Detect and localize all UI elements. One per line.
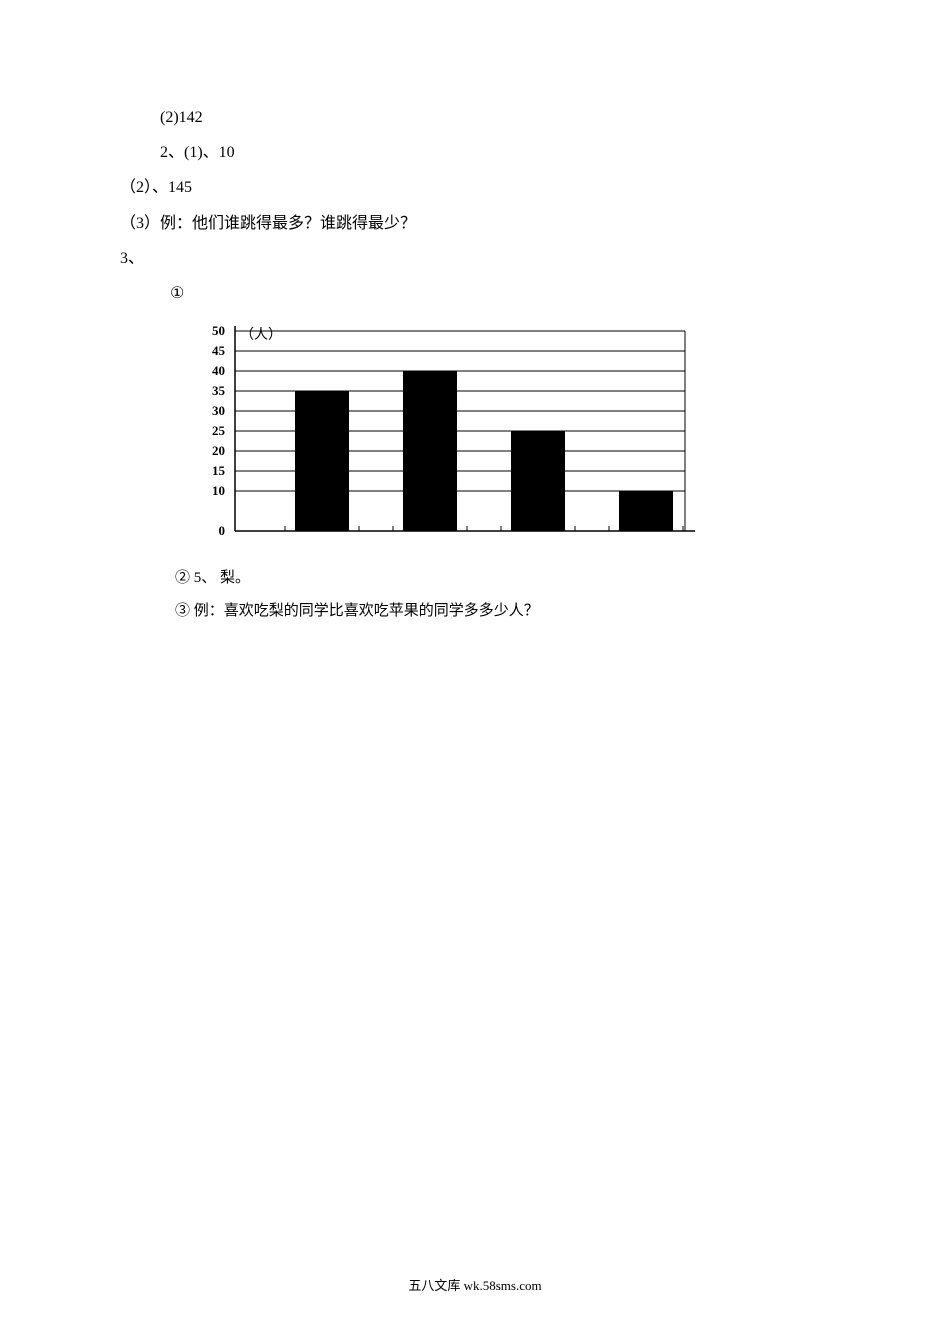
x-axis-label: 梨: [410, 513, 450, 533]
x-axis-label: 香蕉: [626, 513, 666, 533]
y-tick-label: 40: [195, 363, 225, 379]
y-tick-label: 10: [195, 483, 225, 499]
question-3: 3、: [120, 241, 830, 276]
y-tick-label: 25: [195, 423, 225, 439]
question-3-1: ①: [120, 276, 830, 311]
question-2-3: （3）例：他们谁跳得最多？谁跳得最少？: [120, 206, 830, 241]
chart-svg: [200, 321, 700, 561]
y-tick-label: 20: [195, 443, 225, 459]
x-axis-label: 苹果: [302, 513, 342, 533]
page-footer: 五八文库 wk.58sms.com: [0, 1275, 950, 1294]
bar-chart: （人） 5045403530252015100苹果梨桃香蕉: [200, 321, 700, 561]
y-tick-label: 45: [195, 343, 225, 359]
question-2-2: （2）、145: [120, 170, 830, 205]
question-3-2: ② 5、 梨。: [175, 566, 830, 587]
y-tick-label: 30: [195, 403, 225, 419]
question-3-3: ③ 例：喜欢吃梨的同学比喜欢吃苹果的同学多多少人？: [175, 599, 830, 620]
question-2-1: 2、(1)、10: [120, 135, 830, 170]
answer-1-2: (2)142: [120, 100, 830, 135]
y-tick-label: 0: [195, 523, 225, 539]
y-tick-label: 15: [195, 463, 225, 479]
y-tick-label: 35: [195, 383, 225, 399]
y-tick-label: 50: [195, 323, 225, 339]
x-axis-label: 桃: [518, 513, 558, 533]
y-axis-unit: （人）: [240, 324, 282, 344]
